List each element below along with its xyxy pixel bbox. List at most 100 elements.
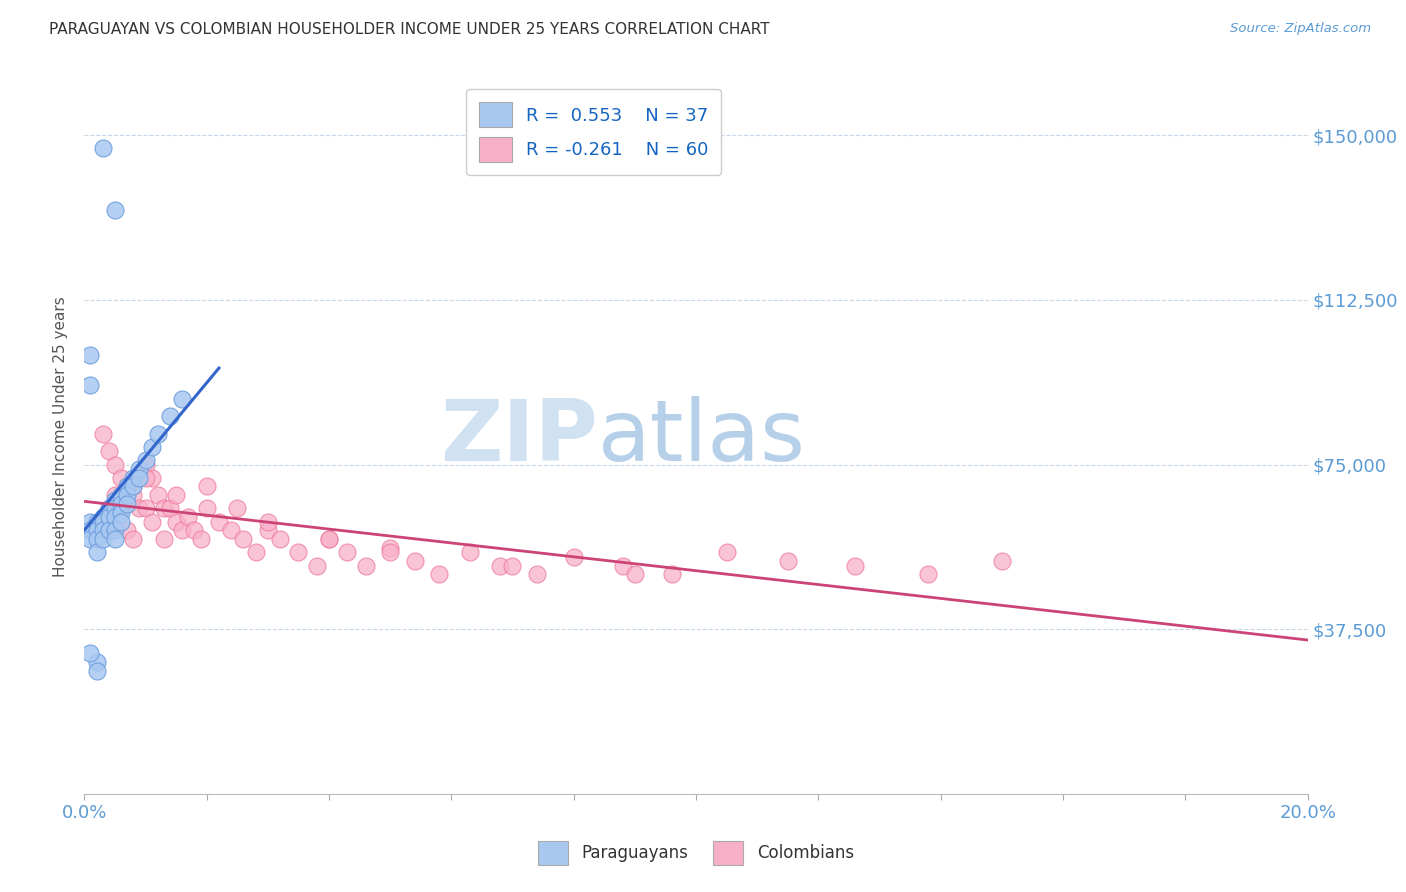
Point <box>91 524 114 538</box>
Point <box>776 554 799 568</box>
Point <box>79 532 101 546</box>
Point <box>86 545 108 559</box>
Point <box>79 646 101 660</box>
Point <box>128 501 150 516</box>
Point <box>172 392 194 406</box>
Point <box>354 558 377 573</box>
Point <box>115 488 138 502</box>
Point <box>86 532 108 546</box>
Point <box>183 524 205 538</box>
Point <box>122 488 145 502</box>
Point <box>115 479 138 493</box>
Point <box>135 501 157 516</box>
Point <box>104 501 127 516</box>
Point <box>91 141 114 155</box>
Text: atlas: atlas <box>598 395 806 479</box>
Point <box>104 488 127 502</box>
Point <box>86 524 108 538</box>
Point <box>110 501 132 516</box>
Point <box>269 532 291 546</box>
Point <box>844 558 866 573</box>
Point <box>141 515 163 529</box>
Point <box>232 532 254 546</box>
Point <box>104 532 127 546</box>
Point <box>195 479 218 493</box>
Point <box>427 567 450 582</box>
Point <box>110 506 132 520</box>
Point <box>115 497 138 511</box>
Point <box>917 567 939 582</box>
Point <box>110 515 132 529</box>
Point <box>257 515 280 529</box>
Point <box>122 479 145 493</box>
Point <box>141 440 163 454</box>
Point <box>318 532 340 546</box>
Point <box>190 532 212 546</box>
Point <box>110 497 132 511</box>
Point <box>526 567 548 582</box>
Point <box>153 532 176 546</box>
Point <box>146 426 169 441</box>
Point <box>208 515 231 529</box>
Point <box>404 554 426 568</box>
Point <box>195 501 218 516</box>
Point <box>104 458 127 472</box>
Point <box>91 515 114 529</box>
Point <box>110 471 132 485</box>
Point <box>115 479 138 493</box>
Point <box>86 664 108 678</box>
Point <box>97 510 120 524</box>
Legend: Paraguayans, Colombians: Paraguayans, Colombians <box>531 834 860 871</box>
Point <box>219 524 242 538</box>
Point <box>502 558 524 573</box>
Point <box>716 545 738 559</box>
Point <box>177 510 200 524</box>
Point <box>104 510 127 524</box>
Point <box>165 488 187 502</box>
Point <box>135 458 157 472</box>
Point <box>128 471 150 485</box>
Point <box>104 202 127 217</box>
Point <box>624 567 647 582</box>
Point <box>245 545 267 559</box>
Point <box>97 524 120 538</box>
Point <box>172 524 194 538</box>
Point <box>128 462 150 476</box>
Point <box>91 510 114 524</box>
Point <box>336 545 359 559</box>
Text: ZIP: ZIP <box>440 395 598 479</box>
Point <box>79 515 101 529</box>
Point <box>115 524 138 538</box>
Point <box>612 558 634 573</box>
Point <box>97 501 120 516</box>
Point <box>257 524 280 538</box>
Point <box>104 524 127 538</box>
Point <box>91 426 114 441</box>
Point <box>226 501 249 516</box>
Point <box>135 471 157 485</box>
Point <box>122 532 145 546</box>
Point <box>135 453 157 467</box>
Point <box>110 488 132 502</box>
Point <box>97 444 120 458</box>
Point <box>141 471 163 485</box>
Point <box>79 524 101 538</box>
Point <box>104 492 127 507</box>
Point <box>153 501 176 516</box>
Point <box>91 532 114 546</box>
Point <box>562 549 585 564</box>
Point <box>86 655 108 669</box>
Point <box>79 348 101 362</box>
Point <box>159 501 181 516</box>
Y-axis label: Householder Income Under 25 years: Householder Income Under 25 years <box>53 297 69 577</box>
Point <box>489 558 512 573</box>
Point <box>287 545 309 559</box>
Point <box>661 567 683 582</box>
Point <box>79 378 101 392</box>
Text: PARAGUAYAN VS COLOMBIAN HOUSEHOLDER INCOME UNDER 25 YEARS CORRELATION CHART: PARAGUAYAN VS COLOMBIAN HOUSEHOLDER INCO… <box>49 22 770 37</box>
Point <box>122 479 145 493</box>
Point <box>159 409 181 424</box>
Point <box>380 545 402 559</box>
Point <box>458 545 481 559</box>
Point <box>318 532 340 546</box>
